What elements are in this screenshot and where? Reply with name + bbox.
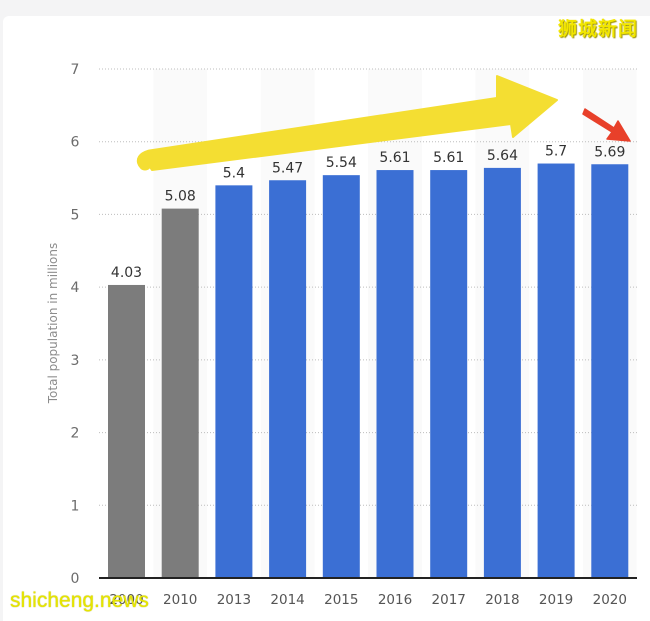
y-tick-label: 6 bbox=[71, 135, 80, 151]
bar-2015[interactable] bbox=[322, 175, 360, 579]
value-labels: 4.03 5.08 5.4 5.47 5.54 5.61 5.61 5.64 5.7 5.69 bbox=[111, 144, 625, 281]
x-tick-label: 2014 bbox=[270, 592, 304, 608]
value-label: 5.61 bbox=[433, 150, 464, 166]
value-label: 5.08 bbox=[165, 189, 196, 205]
value-label: 5.69 bbox=[594, 144, 625, 160]
y-tick-label: 2 bbox=[71, 426, 80, 442]
x-tick-label: 2019 bbox=[539, 592, 573, 608]
x-tick-label: 2000 bbox=[109, 592, 143, 608]
x-tick-label: 2018 bbox=[485, 592, 519, 608]
bar-2000[interactable] bbox=[108, 284, 145, 578]
bar-2013[interactable] bbox=[215, 185, 253, 579]
bar-2010[interactable] bbox=[161, 208, 199, 578]
x-tick-label: 2017 bbox=[432, 592, 466, 608]
bar-2018[interactable] bbox=[483, 167, 521, 579]
value-label: 5.61 bbox=[379, 150, 410, 166]
value-label: 5.4 bbox=[223, 165, 245, 181]
bars bbox=[108, 163, 629, 579]
red-down-arrow-icon bbox=[582, 108, 631, 142]
y-tick-label: 1 bbox=[71, 498, 80, 514]
bar-2020[interactable] bbox=[591, 164, 629, 578]
value-label: 5.7 bbox=[545, 144, 567, 160]
value-label: 5.54 bbox=[326, 155, 357, 171]
value-label: 4.03 bbox=[111, 265, 142, 281]
bar-2014[interactable] bbox=[269, 180, 307, 578]
bar-2017[interactable] bbox=[430, 170, 468, 578]
x-tick-label: 2010 bbox=[163, 592, 197, 608]
x-tick-label: 2016 bbox=[378, 592, 412, 608]
x-tick-label: 2015 bbox=[324, 592, 358, 608]
y-tick-label: 4 bbox=[71, 280, 80, 296]
y-tick-label: 3 bbox=[71, 353, 80, 369]
x-tick-label: 2020 bbox=[593, 592, 627, 608]
watermark-chinese: 狮城新闻 bbox=[557, 18, 638, 40]
bar-2016[interactable] bbox=[376, 170, 414, 578]
x-tick-label: 2013 bbox=[217, 592, 251, 608]
bar-2019[interactable] bbox=[537, 163, 575, 578]
yellow-trend-arrow-icon bbox=[136, 75, 558, 171]
x-axis-ticks: 2000 2010 2013 2014 2015 2016 2017 2018 2019 2020 bbox=[109, 592, 627, 608]
y-tick-label: 5 bbox=[71, 207, 80, 223]
y-tick-label: 0 bbox=[71, 571, 80, 587]
value-label: 5.64 bbox=[487, 148, 518, 164]
y-axis-ticks: 0 1 2 3 4 5 6 7 bbox=[71, 62, 80, 587]
y-tick-label: 7 bbox=[71, 62, 80, 78]
value-label: 5.47 bbox=[272, 160, 303, 176]
y-axis-label: Total population in millions bbox=[46, 243, 60, 405]
watermark-site-url: shicheng.news bbox=[10, 589, 149, 612]
